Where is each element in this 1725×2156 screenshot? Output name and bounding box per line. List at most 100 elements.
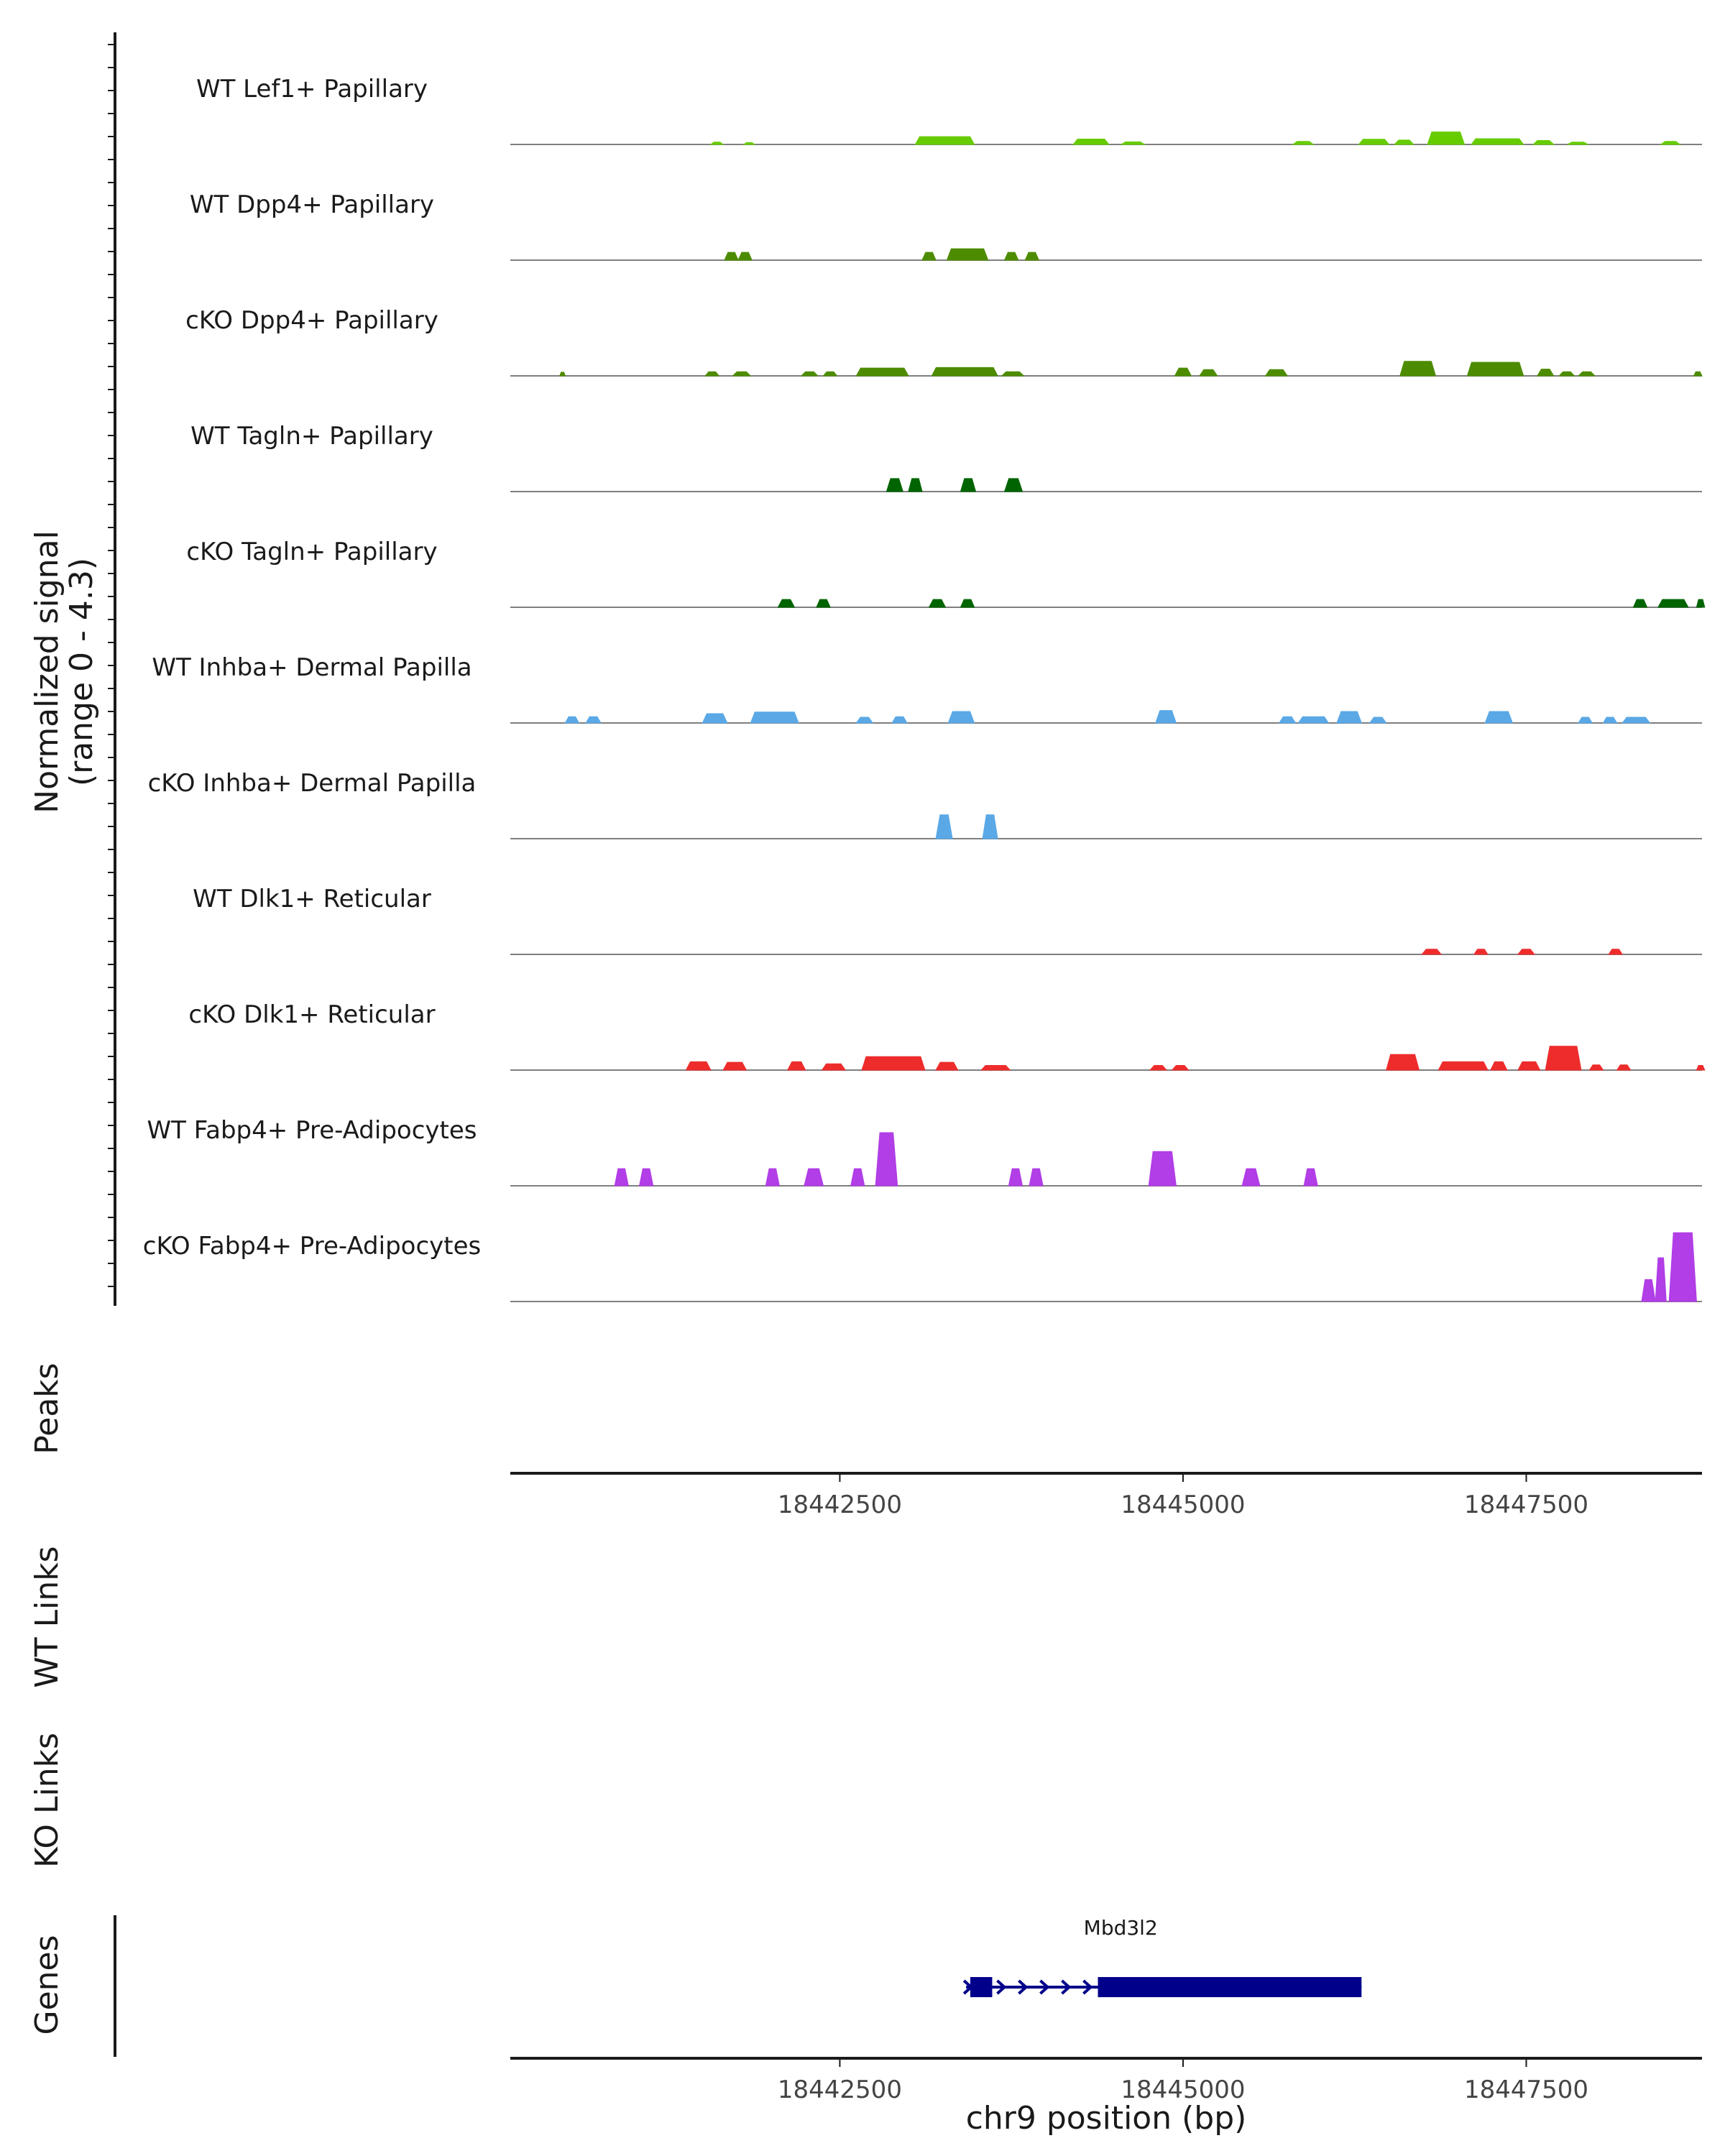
- signal-peak: [559, 372, 566, 377]
- signal-peak: [855, 367, 909, 377]
- signal-peak: [1567, 142, 1588, 145]
- signal-peak: [1421, 949, 1443, 955]
- signal-peak: [1484, 711, 1514, 724]
- x-axis-label: chr9 position (bp): [966, 2100, 1247, 2137]
- gene-exon: [970, 1977, 993, 1997]
- signal-peak: [946, 248, 989, 261]
- signal-peak: [1292, 141, 1315, 145]
- signal-peak: [786, 1061, 806, 1071]
- signal-peak: [1471, 138, 1524, 145]
- y-axis-label: Normalized signal: [29, 530, 65, 814]
- signal-peak: [1622, 717, 1651, 724]
- signal-peak: [1386, 1054, 1420, 1071]
- signal-peak: [1278, 716, 1297, 724]
- signal-peak: [914, 136, 975, 145]
- genes-x-axis-tick-label: 18442500: [778, 2076, 902, 2104]
- y-axis-label-range: (range 0 - 4.3): [63, 558, 100, 786]
- signal-peak: [1608, 949, 1624, 955]
- signal-peak: [685, 1061, 712, 1071]
- signal-peak: [804, 1168, 824, 1187]
- signal-peak: [1427, 132, 1466, 145]
- track-label: WT Dpp4+ Papillary: [190, 190, 434, 219]
- signal-peak: [1545, 1046, 1582, 1071]
- peaks-x-axis-tick-label: 18442500: [778, 1491, 902, 1519]
- gene-exon: [1098, 1977, 1362, 1997]
- signal-peak: [1578, 717, 1593, 724]
- signal-peak: [1303, 1168, 1318, 1187]
- signal-peak: [585, 716, 602, 724]
- signal-peak: [742, 142, 756, 145]
- signal-peak: [1517, 949, 1536, 955]
- signal-peak: [1241, 1168, 1261, 1187]
- signal-peak: [1148, 1151, 1177, 1187]
- signal-peak: [638, 1168, 654, 1187]
- track-label: WT Inhba+ Dermal Papilla: [152, 653, 472, 682]
- signal-peak: [1297, 716, 1330, 724]
- signal-peak: [1466, 361, 1524, 377]
- signal-peak: [855, 717, 874, 724]
- signal-peak: [1668, 1232, 1697, 1302]
- strand-arrow-icon: [1061, 1979, 1072, 1995]
- signal-peak: [1174, 367, 1192, 377]
- track-label: WT Fabp4+ Pre-Adipocytes: [147, 1116, 477, 1145]
- signal-peak: [750, 711, 799, 724]
- signal-peak: [1517, 1061, 1541, 1071]
- signal-peak: [1473, 949, 1489, 955]
- signal-peak: [935, 814, 953, 839]
- signal-peak: [921, 252, 937, 261]
- signal-peak: [1588, 1064, 1604, 1071]
- track-label: WT Tagln+ Papillary: [190, 422, 433, 451]
- signal-peak: [732, 371, 752, 377]
- strand-arrow-icon: [1082, 1979, 1093, 1995]
- signal-peak: [1532, 140, 1555, 145]
- signal-peak: [1149, 1065, 1168, 1071]
- signal-peak: [709, 142, 724, 145]
- track-title-wt-links: WT Links: [29, 1546, 65, 1687]
- signal-peak: [1577, 371, 1596, 377]
- signal-peak: [722, 1061, 748, 1071]
- signal-peak: [928, 599, 947, 608]
- strand-arrow-icon: [962, 1979, 974, 1995]
- genes-x-axis-tick-label: 18447500: [1464, 2076, 1588, 2104]
- signal-peak: [1696, 599, 1706, 608]
- signal-peak: [816, 599, 831, 608]
- track-label: WT Dlk1+ Reticular: [193, 885, 431, 913]
- track-title-genes: Genes: [29, 1935, 65, 2035]
- track-title-peaks: Peaks: [29, 1363, 65, 1454]
- signal-peak: [1632, 599, 1648, 608]
- signal-peak: [1029, 1168, 1044, 1187]
- signal-peak: [908, 478, 923, 492]
- track-label: cKO Inhba+ Dermal Papilla: [148, 769, 477, 798]
- signal-peak: [1008, 1168, 1024, 1187]
- track-label: cKO Tagln+ Papillary: [186, 538, 437, 566]
- signal-peak: [737, 252, 753, 261]
- signal-peak: [1399, 361, 1437, 377]
- signal-peak: [777, 599, 796, 608]
- signal-peak: [1155, 710, 1177, 724]
- signal-peak: [822, 371, 838, 377]
- gene-name-label: Mbd3l2: [1084, 1916, 1158, 1940]
- peaks-x-axis-tick-label: 18447500: [1464, 1491, 1588, 1519]
- signal-peak: [1024, 252, 1040, 261]
- signal-peak: [704, 371, 720, 377]
- signal-peak: [875, 1132, 898, 1187]
- signal-peak: [724, 252, 739, 261]
- signal-peak: [1616, 1064, 1632, 1071]
- signal-peak: [1358, 139, 1390, 145]
- signal-peak: [765, 1168, 781, 1187]
- track-label: WT Lef1+ Papillary: [196, 75, 428, 103]
- signal-peak: [1693, 371, 1703, 377]
- signal-peak: [935, 1061, 959, 1071]
- signal-peak: [850, 1168, 865, 1187]
- signal-peak: [1660, 141, 1681, 145]
- signal-peak: [1000, 371, 1025, 377]
- signal-peak: [980, 1065, 1011, 1071]
- track-label: cKO Dlk1+ Reticular: [188, 1000, 435, 1029]
- signal-peak: [1558, 371, 1576, 377]
- genes-x-axis-tick-label: 18445000: [1121, 2076, 1245, 2104]
- signal-peak: [947, 711, 975, 724]
- signal-peak: [960, 599, 975, 608]
- signal-peak: [702, 713, 728, 724]
- signal-peak: [800, 371, 819, 377]
